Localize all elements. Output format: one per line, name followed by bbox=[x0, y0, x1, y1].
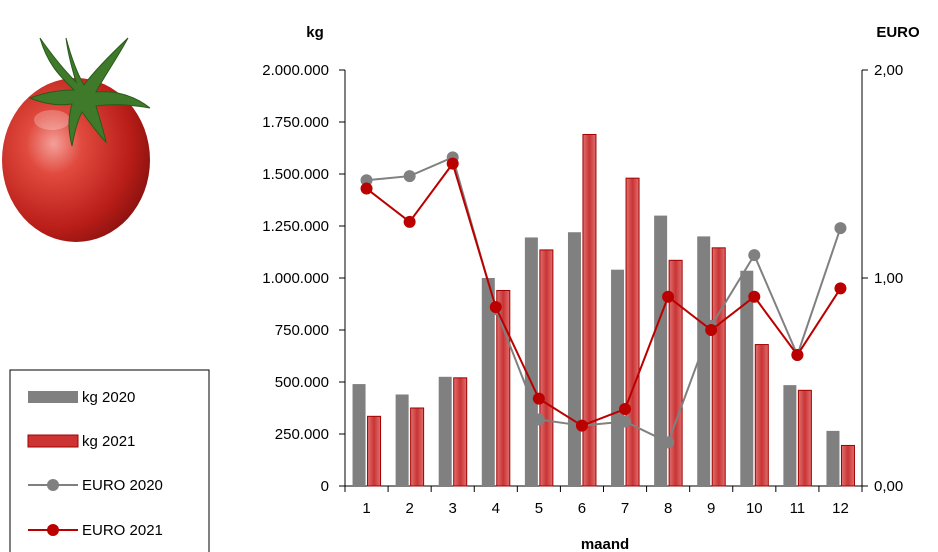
legend-item-euro2021: EURO 2021 bbox=[28, 522, 163, 539]
bar-kg-2020 bbox=[395, 394, 409, 486]
left-tick-label: 250.000 bbox=[275, 426, 329, 443]
legend-label-euro2020: EURO 2020 bbox=[82, 477, 163, 494]
legend-swatch-kg2020 bbox=[28, 391, 78, 403]
point-euro-2020 bbox=[403, 170, 416, 183]
x-tick-label: 6 bbox=[578, 500, 586, 517]
legend-item-kg2021: kg 2021 bbox=[27, 433, 135, 450]
bar-kg-2020 bbox=[352, 384, 366, 486]
x-tick-label: 9 bbox=[707, 500, 715, 517]
bar-kg-2021 bbox=[539, 249, 554, 487]
line-euro-2021 bbox=[365, 161, 842, 427]
point-euro-2021 bbox=[446, 157, 459, 170]
legend-marker-euro2020 bbox=[47, 479, 59, 491]
tomato-image bbox=[2, 37, 151, 242]
x-tick-label: 5 bbox=[535, 500, 543, 517]
bar-kg-2021 bbox=[840, 444, 855, 487]
bar-kg-2020 bbox=[438, 376, 452, 486]
x-tick-label: 10 bbox=[746, 500, 763, 517]
left-axis-title: kg bbox=[306, 24, 324, 41]
point-euro-2021 bbox=[705, 324, 718, 336]
bar-kg-2021 bbox=[367, 415, 382, 487]
legend-marker-euro2021 bbox=[47, 524, 59, 536]
bar-kg-2021 bbox=[582, 133, 597, 487]
right-tick-label: 2,00 bbox=[874, 62, 903, 79]
point-euro-2020 bbox=[748, 249, 761, 262]
point-euro-2021 bbox=[619, 403, 632, 416]
bar-kg-2020 bbox=[481, 278, 495, 486]
right-tick-label: 0,00 bbox=[874, 478, 903, 495]
x-tick-label: 7 bbox=[621, 500, 629, 517]
x-tick-label: 1 bbox=[362, 500, 370, 517]
bar-kg-2021 bbox=[711, 247, 726, 487]
left-tick-label: 500.000 bbox=[275, 374, 329, 391]
left-tick-label: 1.250.000 bbox=[262, 218, 329, 235]
bar-kg-2021 bbox=[625, 177, 640, 487]
point-euro-2021 bbox=[834, 282, 847, 295]
bar-kg-2020 bbox=[697, 236, 711, 486]
bar-kg-2021 bbox=[797, 389, 812, 487]
legend-label-kg2021: kg 2021 bbox=[82, 433, 135, 450]
point-euro-2021 bbox=[532, 392, 545, 405]
plot-area: 0 250.000 500.000 750.000 1.000.000 1.250.000… bbox=[262, 62, 903, 517]
legend: kg 2020 kg 2021 EURO 2020 EURO 2021 bbox=[9, 369, 210, 552]
x-tick-label: 2 bbox=[405, 500, 413, 517]
legend-swatch-kg2021 bbox=[27, 434, 79, 448]
left-tick-label: 1.000.000 bbox=[262, 270, 329, 287]
bar-kg-2020 bbox=[567, 232, 581, 486]
x-axis-title: maand bbox=[581, 536, 629, 552]
point-euro-2021 bbox=[748, 290, 761, 303]
point-euro-2020 bbox=[532, 413, 545, 426]
bar-kg-2021 bbox=[754, 344, 769, 487]
left-tick-label: 1.500.000 bbox=[262, 166, 329, 183]
x-tick-label: 3 bbox=[449, 500, 457, 517]
legend-label-kg2020: kg 2020 bbox=[82, 389, 135, 406]
left-tick-label: 0 bbox=[321, 478, 329, 495]
right-tick-label: 1,00 bbox=[874, 270, 903, 287]
x-tick-label: 12 bbox=[832, 500, 849, 517]
point-euro-2021 bbox=[489, 301, 502, 314]
bar-kg-2020 bbox=[611, 269, 625, 486]
legend-item-kg2020: kg 2020 bbox=[28, 389, 135, 406]
left-tick-label: 750.000 bbox=[275, 322, 329, 339]
left-tick-label: 2.000.000 bbox=[262, 62, 329, 79]
bar-kg-2021 bbox=[410, 407, 425, 487]
point-euro-2021 bbox=[360, 182, 373, 195]
point-euro-2020 bbox=[834, 222, 847, 235]
x-tick-label: 4 bbox=[492, 500, 500, 517]
bar-kg-2020 bbox=[740, 270, 754, 486]
legend-label-euro2021: EURO 2021 bbox=[82, 522, 163, 539]
line-euro-2020 bbox=[366, 155, 842, 444]
bar-kg-2020 bbox=[783, 385, 797, 486]
bar-kg-2021 bbox=[496, 289, 511, 487]
x-tick-label: 11 bbox=[790, 500, 806, 517]
bar-kg-2020 bbox=[524, 237, 538, 486]
legend-item-euro2020: EURO 2020 bbox=[28, 477, 163, 494]
point-euro-2020 bbox=[662, 436, 675, 449]
point-euro-2021 bbox=[791, 348, 804, 361]
point-euro-2021 bbox=[403, 215, 416, 228]
point-euro-2020 bbox=[360, 174, 373, 187]
left-tick-label: 1.750.000 bbox=[262, 114, 329, 131]
right-axis-title: EURO bbox=[876, 24, 920, 41]
bar-kg-2020 bbox=[826, 430, 840, 486]
point-euro-2021 bbox=[575, 419, 588, 432]
bar-kg-2020 bbox=[654, 215, 668, 486]
x-tick-label: 8 bbox=[664, 500, 672, 517]
bar-kg-2021 bbox=[453, 377, 468, 487]
point-euro-2021 bbox=[662, 290, 675, 303]
point-euro-2020 bbox=[619, 415, 632, 428]
